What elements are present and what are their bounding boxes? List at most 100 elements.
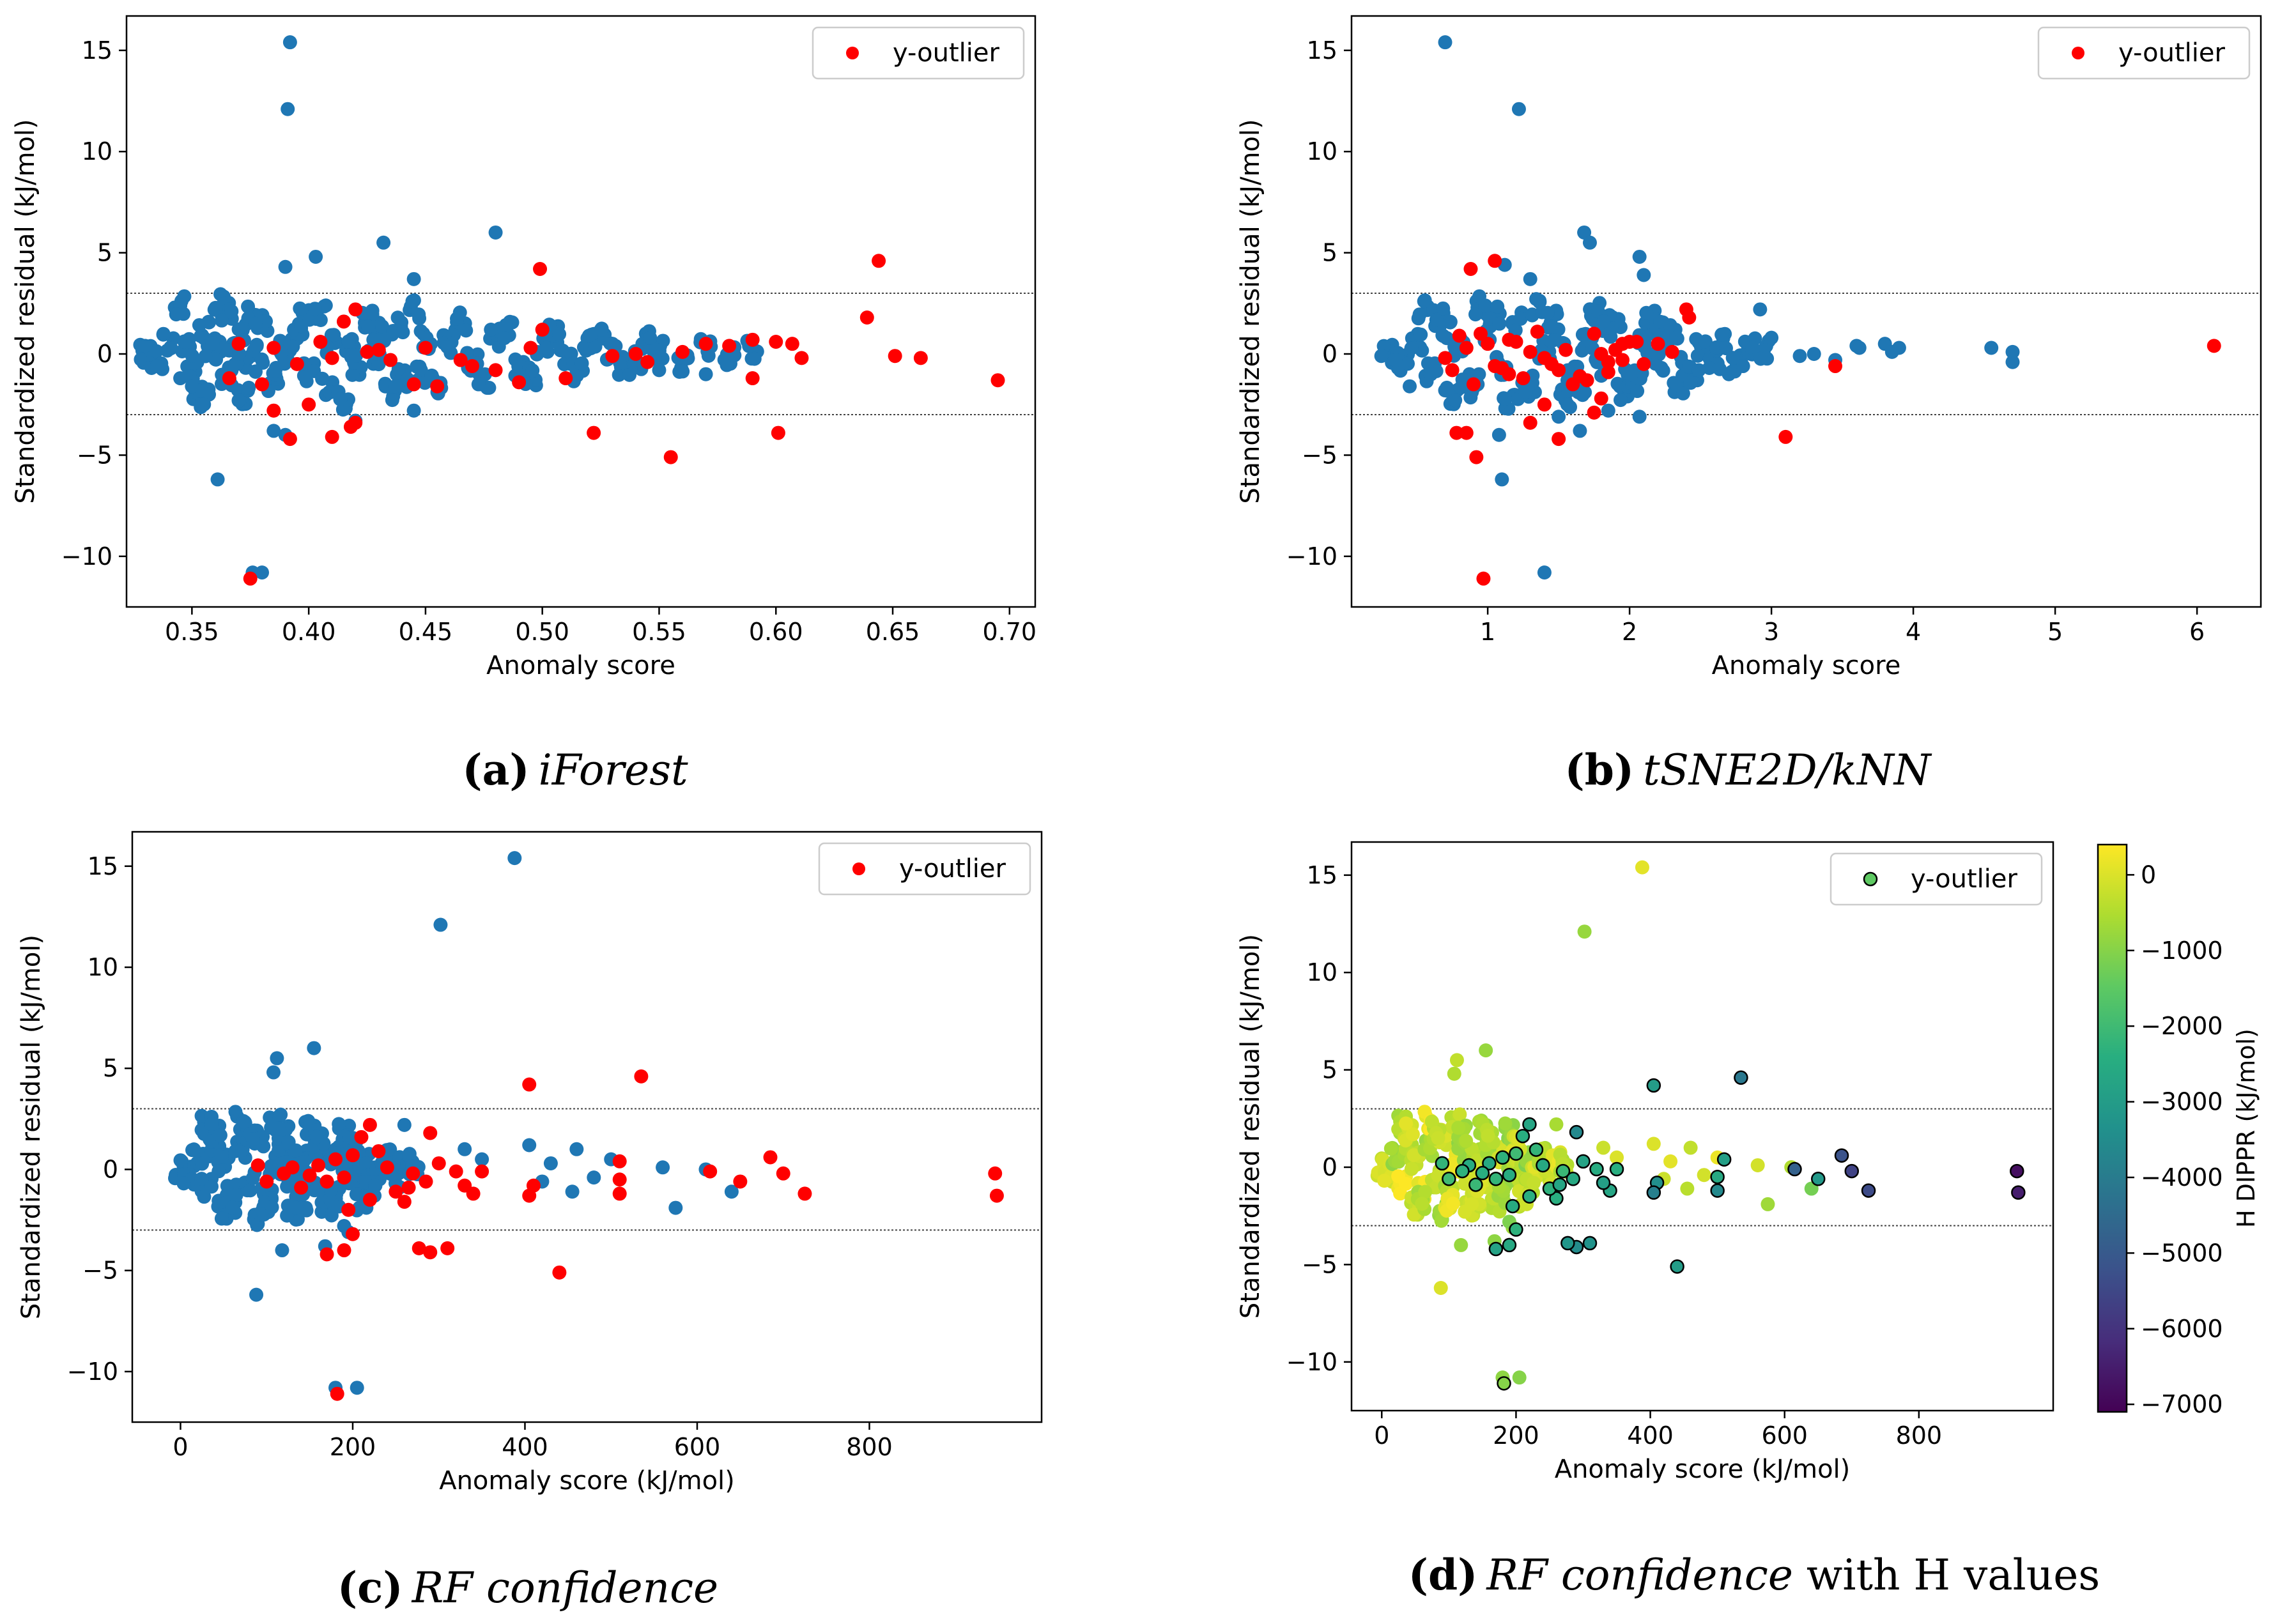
data-point [413,363,428,378]
data-point [313,312,328,327]
colorbar-tick-label: −4000 [2141,1163,2223,1191]
data-point [185,379,199,394]
x-tick-label: 600 [674,1433,721,1461]
data-point [1529,292,1544,307]
outlier-point [1468,1177,1483,1192]
outlier-point [1474,326,1488,341]
legend-marker [1863,871,1878,887]
data-point [1454,1237,1468,1252]
data-point [1575,327,1590,342]
data-point [747,351,762,366]
data-point [164,341,178,356]
data-point [1646,1137,1661,1151]
data-point [720,358,734,372]
data-point [1459,1133,1474,1148]
x-tick-label: 4 [1906,618,1921,646]
legend-marker [846,47,859,59]
data-point [281,1135,296,1149]
y-tick-label: 5 [103,1054,118,1082]
data-point [266,1065,281,1080]
data-point [1418,1184,1433,1199]
outlier-point [1438,351,1452,365]
x-tick-label: 0.55 [632,618,686,646]
colorbar-tick-label: −7000 [2141,1390,2223,1418]
axes-frame [1350,15,2262,608]
outlier-point [1569,1124,1584,1140]
outlier-point [1481,337,1495,351]
data-point [1491,427,1506,442]
data-point [264,1159,279,1174]
outlier-point [418,341,433,355]
data-point [391,362,406,376]
data-point [375,319,390,333]
y-tick-label: 5 [1322,239,1337,267]
data-point [565,1184,580,1199]
outlier-point [475,1164,489,1179]
data-point [1438,383,1452,398]
data-point [1513,311,1528,326]
data-point [396,325,410,340]
outlier-point [320,1174,334,1189]
outlier-point [1495,1150,1510,1165]
data-point [1540,305,1555,320]
x-tick-label: 0.50 [515,618,569,646]
outlier-point [348,302,363,317]
outlier-point [745,332,760,347]
data-point [1637,268,1651,282]
outlier-point [362,1117,377,1132]
outlier-point [1522,1189,1537,1204]
legend-marker [852,862,865,875]
data-point [507,851,522,866]
data-point [412,307,426,322]
outlier-point [406,377,421,392]
data-point [1404,1161,1419,1176]
colorbar-label: H DIPPR (kJ/mol) [2232,1029,2260,1228]
data-point [1498,392,1513,406]
outlier-point [1452,328,1467,343]
outlier-point [1522,1117,1537,1132]
outlier-point [2207,339,2221,353]
data-point [278,259,293,274]
outlier-point [1505,1199,1520,1214]
outlier-point [1475,1165,1490,1181]
outlier-point [1445,363,1460,378]
data-point [1433,1280,1448,1295]
data-point [1374,349,1389,364]
data-point [266,424,281,438]
data-point [1490,299,1505,314]
data-point [242,380,256,395]
outlier-point [763,1150,778,1165]
x-tick-label: 400 [502,1433,548,1461]
x-tick-label: 0.35 [165,618,219,646]
outlier-point [337,1243,351,1258]
data-point [1639,305,1654,320]
data-point [525,363,540,378]
outlier-point [336,314,351,329]
data-point [1481,1128,1495,1143]
data-point [150,359,164,374]
data-point [156,327,171,342]
data-point [1388,353,1403,367]
outlier-point [231,337,246,351]
data-point [498,318,513,332]
data-point [293,301,307,316]
outlier-point [552,1265,567,1280]
data-point [255,565,270,580]
outlier-point [440,1241,455,1255]
y-tick-label: −10 [67,1358,118,1386]
data-point [605,337,620,351]
axes-frame [1350,841,2054,1412]
outlier-point [282,432,297,447]
outlier-point [406,1166,420,1181]
outlier-point [771,425,785,440]
data-point [475,1152,489,1167]
data-point [471,377,486,392]
data-point [197,397,212,411]
scatter-points [167,851,1004,1401]
outlier-point [1734,1070,1748,1085]
panel-b-tsne2d-knn: 1 2 3 4 5 6 −10 −5 0 5 10 15 Anomaly score Standardiz… [1236,15,2262,680]
outlier-point [345,1148,360,1163]
x-tick-label: 800 [846,1433,893,1461]
data-point [539,341,553,355]
data-point [1560,397,1575,411]
